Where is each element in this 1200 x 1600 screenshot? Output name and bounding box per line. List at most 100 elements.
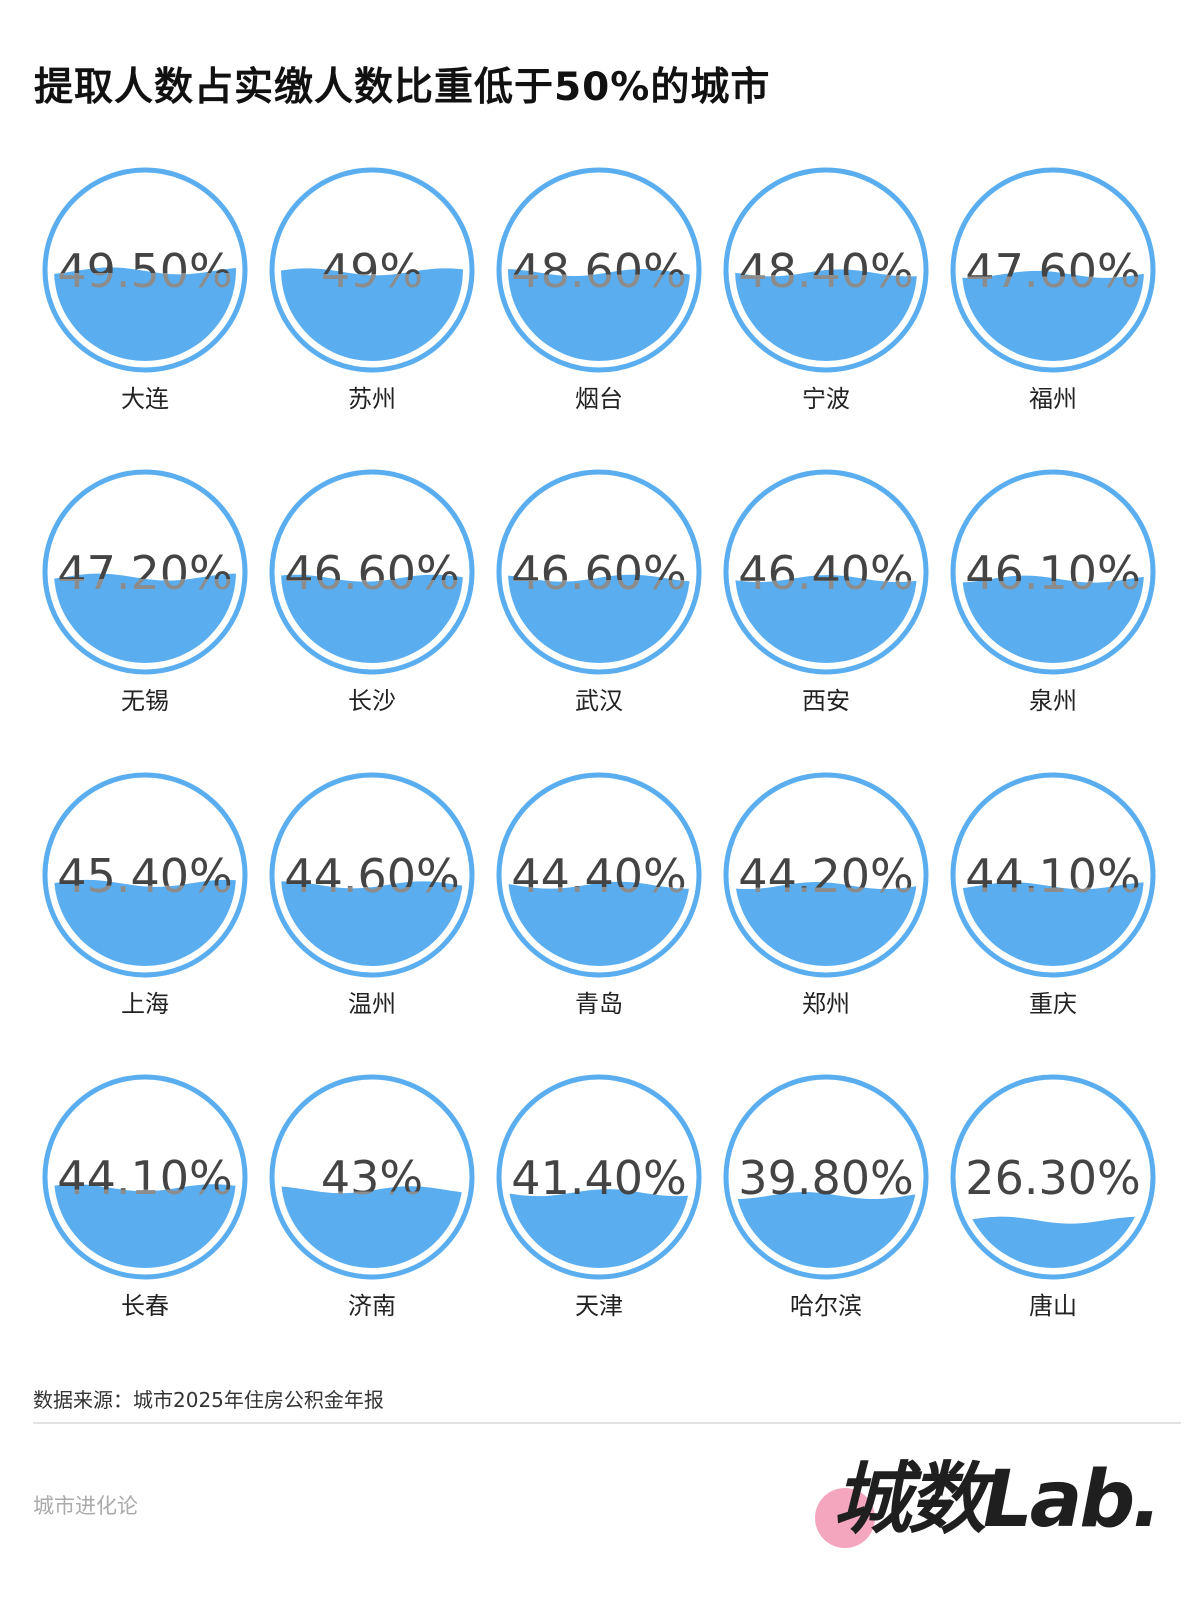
gauge-ring [723,1074,929,1280]
logo: 城数Lab. [815,1450,1185,1560]
water-fill [735,269,917,361]
liquid-gauge: 47.20% 无锡 [42,469,248,715]
city-label: 无锡 [121,687,169,715]
value-label: 48.60% [511,244,686,298]
city-label: 温州 [348,990,396,1018]
value-label: 39.80% [738,1151,913,1205]
value-label: 49.50% [57,244,232,298]
liquid-gauge: 49.50% 大连 [42,167,248,413]
water-fill [735,1192,917,1268]
gauge-ring [269,469,475,675]
liquid-gauge: 44.40% 青岛 [496,772,702,1018]
value-label: 26.30% [965,1151,1140,1205]
value-label: 48.40% [738,244,913,298]
city-label: 上海 [121,990,169,1018]
value-label: 47.60% [965,244,1140,298]
gauge-ring [950,167,1156,373]
water-fill [962,270,1144,361]
liquid-gauge: 48.60% 烟台 [496,167,702,413]
gauge-ring [269,167,475,373]
gauge-ring [42,1074,248,1280]
water-fill [508,1189,690,1268]
liquid-gauge: 43% 济南 [269,1074,475,1320]
chart-title: 提取人数占实缴人数比重低于50%的城市 [34,65,771,110]
city-label: 西安 [802,687,850,715]
value-label: 46.60% [284,546,459,600]
value-label: 44.20% [738,849,913,903]
water-fill [508,269,690,361]
liquid-gauge: 46.60% 长沙 [269,469,475,715]
gauge-ring [496,167,702,373]
liquid-gauge: 44.10% 重庆 [950,772,1156,1018]
city-label: 天津 [575,1292,623,1320]
logo-text: 城数Lab. [833,1455,1162,1545]
city-label: 苏州 [348,385,396,413]
city-label: 长春 [121,1292,169,1320]
value-label: 46.60% [511,546,686,600]
water-fill [962,882,1144,966]
gauge-ring [42,167,248,373]
liquid-gauge: 45.40% 上海 [42,772,248,1018]
value-label: 47.20% [57,546,232,600]
city-label: 宁波 [802,385,850,413]
gauge-ring [723,469,929,675]
water-fill [281,881,463,966]
gauge-ring [950,1074,1156,1280]
liquid-gauge: 44.20% 郑州 [723,772,929,1018]
liquid-gauge: 46.40% 西安 [723,469,929,715]
gauge-ring [950,772,1156,978]
value-label: 44.10% [57,1151,232,1205]
value-label: 43% [321,1151,423,1205]
value-label: 44.10% [965,849,1140,903]
gauge-ring [496,1074,702,1280]
water-fill [962,1216,1144,1268]
city-label: 烟台 [575,385,623,413]
city-label: 武汉 [575,687,623,715]
value-label: 49% [321,244,423,298]
liquid-gauge: 39.80% 哈尔滨 [723,1074,929,1320]
brand-name: 城市进化论 [33,1494,138,1518]
gauge-ring [496,469,702,675]
divider [33,1422,1181,1424]
water-fill [54,267,236,361]
water-fill [281,268,463,361]
liquid-gauge: 44.10% 长春 [42,1074,248,1320]
water-fill [735,882,917,966]
city-label: 郑州 [802,990,850,1018]
city-label: 福州 [1029,385,1077,413]
water-fill [508,881,690,966]
city-label: 唐山 [1029,1292,1077,1320]
water-fill [281,1186,463,1268]
gauge-ring [42,469,248,675]
water-fill [54,879,236,966]
liquid-fill-grid: 49.50%大连49%苏州48.60%烟台48.40%宁波47.60%福州47.… [42,167,1156,1320]
value-label: 45.40% [57,849,232,903]
city-label: 大连 [121,385,169,413]
city-label: 长沙 [348,687,396,715]
water-fill [281,574,463,663]
liquid-gauge: 26.30% 唐山 [950,1074,1156,1320]
liquid-gauge: 46.60% 武汉 [496,469,702,715]
liquid-gauge: 49% 苏州 [269,167,475,413]
value-label: 46.10% [965,546,1140,600]
liquid-gauge: 46.10% 泉州 [950,469,1156,715]
data-source: 数据来源：城市2025年住房公积金年报 [33,1388,384,1412]
gauge-ring [496,772,702,978]
liquid-gauge: 47.60% 福州 [950,167,1156,413]
logo-pink-dot [815,1488,875,1548]
liquid-gauge: 44.60% 温州 [269,772,475,1018]
gauge-ring [950,469,1156,675]
city-label: 青岛 [575,990,623,1018]
value-label: 44.40% [511,849,686,903]
water-fill [54,1184,236,1268]
value-label: 44.60% [284,849,459,903]
city-label: 济南 [348,1292,396,1320]
gauge-ring [269,772,475,978]
city-label: 哈尔滨 [790,1292,862,1320]
value-label: 46.40% [738,546,913,600]
gauge-ring [269,1074,475,1280]
liquid-gauge: 41.40% 天津 [496,1074,702,1320]
gauge-ring [723,167,929,373]
gauge-ring [42,772,248,978]
gauge-ring [723,772,929,978]
